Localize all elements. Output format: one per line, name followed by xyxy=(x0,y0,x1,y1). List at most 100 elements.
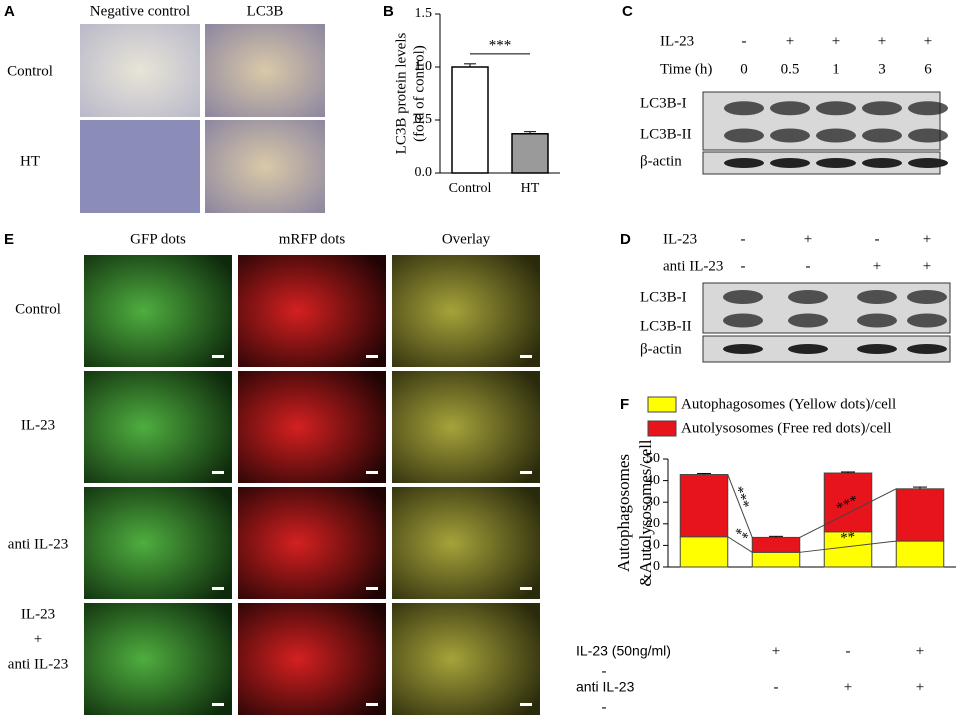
band-label: LC3B-II xyxy=(640,318,692,334)
column-header: mRFP dots xyxy=(279,231,346,247)
micrograph xyxy=(392,371,540,483)
y-tick-label: 20 xyxy=(646,516,660,531)
blot-band xyxy=(770,158,810,168)
scale-bar xyxy=(212,355,224,358)
blot-band xyxy=(857,313,897,328)
condition-sign: + xyxy=(832,33,840,49)
micrograph xyxy=(84,255,232,367)
condition-name: Time (h) xyxy=(660,61,712,77)
scale-bar xyxy=(366,703,378,706)
condition-sign: 6 xyxy=(924,61,932,77)
y-axis-label: (fold of control) xyxy=(411,45,427,142)
row-label: HT xyxy=(20,153,40,169)
x-tick-label: HT xyxy=(521,181,540,196)
blot-band xyxy=(862,128,902,143)
micrograph xyxy=(84,371,232,483)
row-label: + xyxy=(34,631,42,647)
blot-band xyxy=(723,313,763,328)
micrograph xyxy=(392,487,540,599)
row-label: IL-23 xyxy=(21,606,55,622)
scale-bar xyxy=(520,471,532,474)
blot-band xyxy=(816,128,856,143)
bar-segment xyxy=(895,488,945,542)
row-label: Control xyxy=(7,63,53,79)
band-label: β-actin xyxy=(640,341,682,357)
condition-sign: + xyxy=(786,33,794,49)
blot-band xyxy=(723,344,763,354)
y-tick-label: 0.0 xyxy=(415,165,433,180)
condition-sign: + xyxy=(873,258,881,274)
column-header: GFP dots xyxy=(130,231,186,247)
bar-segment xyxy=(751,551,801,568)
panel-label: B xyxy=(383,3,394,20)
condition-sign: - xyxy=(602,699,607,715)
blot-band xyxy=(788,313,828,328)
condition-sign: 0 xyxy=(740,61,748,77)
condition-sign: + xyxy=(916,679,924,695)
annotation: *** xyxy=(489,37,512,53)
condition-sign: + xyxy=(916,643,924,659)
condition-name: IL-23 xyxy=(660,33,694,49)
band-label: LC3B-I xyxy=(640,289,687,305)
row-label: anti IL-23 xyxy=(8,656,68,672)
y-tick-label: 1.0 xyxy=(415,59,433,74)
legend-label: Autophagosomes (Yellow dots)/cell xyxy=(681,396,896,412)
legend-swatch xyxy=(647,396,677,413)
panel-label: A xyxy=(4,3,15,20)
bar xyxy=(451,66,489,174)
blot-band xyxy=(908,128,948,143)
row-label: Control xyxy=(15,301,61,317)
panel-label: D xyxy=(620,231,631,248)
legend-swatch xyxy=(647,420,677,437)
bar-segment xyxy=(679,536,729,568)
panel-label: F xyxy=(620,396,629,413)
y-tick-label: 0 xyxy=(653,559,660,574)
band-label: LC3B-I xyxy=(640,95,687,111)
scale-bar xyxy=(212,587,224,590)
condition-sign: + xyxy=(878,33,886,49)
bar-segment xyxy=(823,472,873,533)
scale-bar xyxy=(366,471,378,474)
blot-band xyxy=(724,128,764,143)
bar-segment xyxy=(751,536,801,553)
blot-band xyxy=(857,290,897,304)
blot-band xyxy=(907,313,947,328)
scale-bar xyxy=(520,587,532,590)
x-tick-label: Control xyxy=(449,181,492,196)
condition-sign: - xyxy=(774,679,779,695)
annotation: *** xyxy=(729,484,752,511)
micrograph xyxy=(80,24,200,117)
condition-sign: - xyxy=(602,663,607,679)
column-header: Negative control xyxy=(90,3,190,19)
condition-sign: - xyxy=(806,258,811,274)
y-axis-label: Autophagosomes xyxy=(614,454,633,572)
y-tick-label: 40 xyxy=(646,473,660,488)
micrograph xyxy=(84,487,232,599)
blot-band xyxy=(908,101,948,116)
band-label: β-actin xyxy=(640,153,682,169)
blot-band xyxy=(770,101,810,116)
y-tick-label: 30 xyxy=(646,494,660,509)
column-header: Overlay xyxy=(442,231,491,247)
condition-sign: + xyxy=(844,679,852,695)
condition-name: anti IL-23 xyxy=(576,679,635,695)
panel-label: C xyxy=(622,3,633,20)
blot-band xyxy=(816,158,856,168)
y-tick-label: 1.5 xyxy=(415,6,433,21)
y-axis-label: LC3B protein levels xyxy=(393,33,409,155)
blot-band xyxy=(862,158,902,168)
condition-name: IL-23 xyxy=(663,231,697,247)
micrograph xyxy=(205,24,325,117)
blot-band xyxy=(724,101,764,116)
condition-sign: - xyxy=(742,33,747,49)
blot-band xyxy=(857,344,897,354)
y-tick-label: 0.5 xyxy=(415,112,433,127)
comparison-line xyxy=(727,536,753,553)
row-label: IL-23 xyxy=(21,417,55,433)
condition-sign: - xyxy=(875,231,880,247)
micrograph xyxy=(392,603,540,715)
blot-band xyxy=(816,101,856,116)
scale-bar xyxy=(366,355,378,358)
micrograph xyxy=(238,371,386,483)
bar xyxy=(511,133,549,174)
